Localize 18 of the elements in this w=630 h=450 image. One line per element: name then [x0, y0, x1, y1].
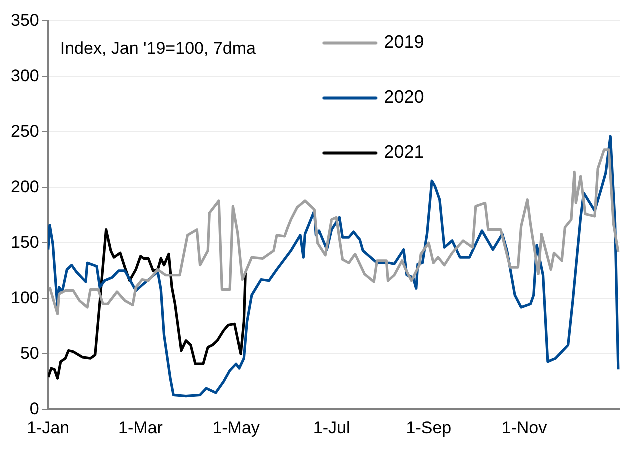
legend-label: 2020 [384, 87, 424, 108]
y-tick-label: 250 [10, 122, 40, 141]
y-tick-label: 350 [10, 10, 40, 30]
legend-label: 2019 [384, 32, 424, 52]
annotation: Index, Jan '19=100, 7dma [60, 38, 256, 58]
y-tick-label: 50 [20, 344, 40, 363]
x-tick-label: 1-Sep [406, 418, 452, 438]
x-tick-label: 1-Jan [27, 418, 70, 438]
legend-label: 2021 [384, 142, 424, 162]
x-tick-label: 1-Jul [313, 418, 350, 438]
y-tick-label: 150 [10, 232, 40, 252]
x-tick-label: 1-Nov [502, 418, 548, 438]
x-tick-label: 1-Mar [118, 418, 164, 438]
y-tick-label: 300 [10, 66, 40, 86]
x-tick-label: 1-May [212, 418, 260, 438]
y-tick-label: 200 [10, 177, 40, 196]
y-tick-label: 0 [30, 399, 40, 418]
y-tick-label: 100 [10, 288, 40, 308]
